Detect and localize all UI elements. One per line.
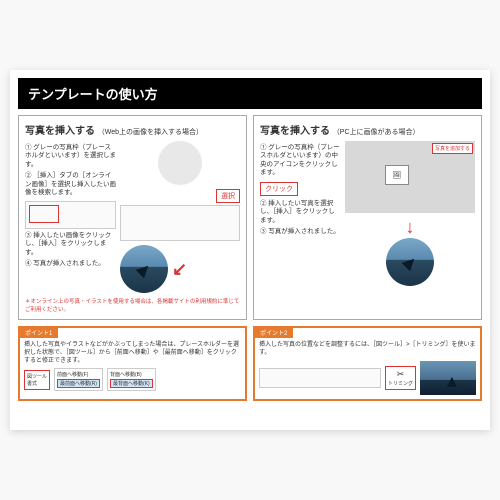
tool-label: 図ツール 書式 (24, 370, 50, 390)
step-r1: ① グレーの写真枠（プレースホルダといいます）の中央のアイコンをクリックします。 (260, 144, 341, 178)
arrow-icon: ↙ (172, 259, 187, 280)
title-text-r: 写真を挿入する (260, 126, 330, 137)
panel-title-left: 写真を挿入する （Web上の画像を挿入する場合） (25, 122, 240, 137)
panel-title-right: 写真を挿入する （PC上に画像がある場合） (260, 122, 475, 137)
ribbon-mock-2 (259, 368, 381, 388)
search-dialog-mock (120, 205, 240, 241)
whale-inserted (386, 238, 434, 286)
crop-button[interactable]: ✂ トリミング (385, 366, 416, 390)
subtitle-text-r: （PC上に画像がある場合） (333, 129, 420, 136)
point-1-text: 挿入した写真やイラストなどがかぶってしまった場合は、プレースホルダーを選択した状… (24, 342, 241, 365)
order-menu-1: 前面へ移動(F) 最前面へ移動(R) (54, 368, 103, 391)
step-4: ④ 写真が挿入されました。 (25, 260, 116, 268)
point-2-panel: ポイント2 挿入した写真の位置などを調整するには、［図ツール］>［トリミング］を… (253, 326, 482, 401)
point-1-tag: ポイント1 (19, 327, 58, 338)
point-2-text: 挿入した写真の位置などを調整するには、［図ツール］>［トリミング］を使います。 (259, 342, 476, 358)
picture-icon[interactable]: 🖼 (385, 165, 409, 185)
panel-pc-image: 写真を挿入する （PC上に画像がある場合） ① グレーの写真枠（プレースホルダと… (253, 115, 482, 320)
row-insert: 写真を挿入する （Web上の画像を挿入する場合） ① グレーの写真枠（プレースホ… (18, 115, 482, 320)
order-menu-2: 背面へ移動(B) 最背面へ移動(K) (107, 368, 156, 391)
panel-web-image: 写真を挿入する （Web上の画像を挿入する場合） ① グレーの写真枠（プレースホ… (18, 115, 247, 320)
crop-label: トリミング (388, 380, 413, 387)
row-points: ポイント1 挿入した写真やイラストなどがかぶってしまった場合は、プレースホルダー… (18, 326, 482, 401)
opt-topfront[interactable]: 最前面へ移動(R) (57, 379, 100, 388)
placeholder-box: 写真を追加する 🖼 (345, 141, 475, 213)
step-r3: ③ 写真が挿入されました。 (260, 228, 341, 236)
footnote: ＊オンライン上の写真・イラストを使用する場合は、各掲載サイトの利用規約に準じてご… (25, 297, 240, 313)
step-2: ② ［挿入］タブの［オンライン画像］を選択し挿入したい画像を検索します。 (25, 172, 116, 197)
page-header: テンプレートの使い方 (18, 78, 482, 109)
left-steps: ① グレーの写真枠（プレースホルダといいます）を選択します。 ② ［挿入］タブの… (25, 141, 116, 293)
right-steps: ① グレーの写真枠（プレースホルダといいます）の中央のアイコンをクリックします。… (260, 141, 341, 288)
step-1: ① グレーの写真枠（プレースホルダといいます）を選択します。 (25, 144, 116, 169)
whale-result-image (120, 245, 168, 293)
right-visual: 写真を追加する 🖼 ↓ (345, 141, 475, 288)
arrow-down-icon: ↓ (406, 217, 415, 237)
ribbon-mock (25, 201, 116, 229)
opt-back[interactable]: 背面へ移動(B) (110, 371, 153, 378)
cropped-photo (420, 361, 476, 395)
step-r2: ② 挿入したい写真を選択し、［挿入］をクリックします。 (260, 200, 341, 225)
left-visual: 選択 ↙ (120, 141, 240, 293)
subtitle-text: （Web上の画像を挿入する場合） (98, 129, 203, 136)
callout-select: 選択 (216, 189, 240, 203)
opt-bottomback[interactable]: 最背面へ移動(K) (110, 379, 153, 388)
point-1-panel: ポイント1 挿入した写真やイラストなどがかぶってしまった場合は、プレースホルダー… (18, 326, 247, 401)
title-text: 写真を挿入する (25, 126, 95, 137)
callout-click: クリック (260, 182, 298, 196)
step-3: ③ 挿入したい画像をクリックし、［挿入］をクリックします。 (25, 232, 116, 257)
add-photo-label: 写真を追加する (432, 143, 473, 154)
point-2-tag: ポイント2 (254, 327, 293, 338)
opt-front[interactable]: 前面へ移動(F) (57, 371, 100, 378)
placeholder-circle (158, 141, 202, 185)
document-page: テンプレートの使い方 写真を挿入する （Web上の画像を挿入する場合） ① グレ… (10, 70, 490, 430)
